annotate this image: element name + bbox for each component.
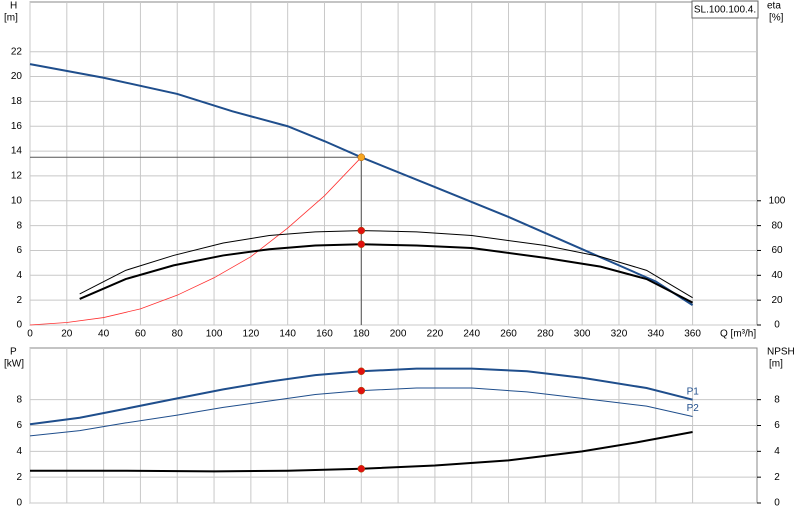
- y-tick-label: 16: [11, 121, 23, 132]
- series-line: [29, 157, 362, 326]
- x-label: Q [m³/h]: [720, 329, 756, 340]
- x-tick-label: 220: [427, 329, 444, 340]
- x-tick-label: 180: [353, 329, 370, 340]
- x-tick-label: 320: [611, 329, 628, 340]
- y2-tick-label: 60: [771, 245, 783, 256]
- y-tick-label: 2: [16, 472, 22, 483]
- x-tick-label: 100: [206, 329, 223, 340]
- y-tick-label: 4: [16, 270, 22, 281]
- chart-title: SL.100.100.4.: [694, 5, 756, 16]
- series-line: [29, 63, 694, 306]
- y-tick-label: 0: [16, 320, 22, 331]
- y-tick-label: 2: [16, 295, 22, 306]
- y-label: P: [10, 347, 17, 358]
- x-tick-label: 120: [243, 329, 260, 340]
- y-tick-label: 6: [16, 245, 22, 256]
- y2-tick-label: 80: [771, 220, 783, 231]
- y-tick-label: 10: [11, 195, 23, 206]
- x-tick-label: 40: [98, 329, 110, 340]
- y2-tick-label: 40: [771, 270, 783, 281]
- x-tick-label: 80: [172, 329, 184, 340]
- y2-tick-label: 2: [774, 472, 780, 483]
- y2-tick-label: 0: [774, 498, 780, 509]
- y2-label: NPSH: [767, 347, 795, 358]
- y2-unit: [m]: [769, 359, 783, 370]
- y-unit: [kW]: [4, 359, 24, 370]
- y-tick-label: 18: [11, 96, 23, 107]
- y2-unit: [%]: [769, 13, 784, 24]
- y-tick-label: 0: [16, 498, 22, 509]
- series-line: [30, 430, 693, 473]
- y-tick-label: 8: [16, 394, 22, 405]
- x-tick-label: 280: [537, 329, 554, 340]
- y-tick-label: 6: [16, 420, 22, 431]
- series-label: P1: [687, 386, 700, 397]
- series-line: [29, 387, 693, 437]
- y-tick-label: 22: [11, 46, 23, 57]
- y2-tick-label: 4: [774, 446, 780, 457]
- series-label: P2: [687, 403, 700, 414]
- x-tick-label: 240: [463, 329, 480, 340]
- operating-point: [357, 153, 366, 162]
- y-tick-label: 12: [11, 171, 23, 182]
- y2-tick-label: 0: [774, 320, 780, 331]
- y-label: H: [10, 1, 17, 12]
- y-unit: [m]: [4, 13, 18, 24]
- y2-tick-label: 20: [771, 295, 783, 306]
- y-tick-label: 14: [11, 146, 23, 157]
- title-box: [691, 0, 759, 19]
- x-tick-label: 140: [279, 329, 296, 340]
- y-tick-label: 4: [16, 446, 22, 457]
- plot-area: [29, 1, 758, 326]
- operating-point: [357, 386, 366, 395]
- operating-point: [357, 367, 366, 375]
- y-tick-label: 20: [11, 71, 23, 82]
- y2-tick-label: 6: [774, 420, 780, 431]
- y2-tick-label: 100: [769, 195, 786, 206]
- operating-point: [357, 226, 366, 235]
- x-tick-label: 260: [500, 329, 517, 340]
- x-tick-label: 340: [647, 329, 664, 340]
- y2-tick-label: 8: [774, 394, 780, 405]
- x-tick-label: 160: [316, 329, 333, 340]
- operating-point: [357, 240, 366, 248]
- y-tick-label: 8: [16, 220, 22, 231]
- x-tick-label: 0: [27, 329, 33, 340]
- x-tick-label: 360: [684, 329, 701, 340]
- x-tick-label: 200: [390, 329, 407, 340]
- operating-point: [357, 465, 366, 473]
- y2-label: eta: [767, 1, 781, 12]
- x-tick-label: 300: [574, 329, 591, 340]
- x-tick-label: 20: [61, 329, 73, 340]
- x-tick-label: 60: [135, 329, 147, 340]
- series-line: [29, 367, 693, 426]
